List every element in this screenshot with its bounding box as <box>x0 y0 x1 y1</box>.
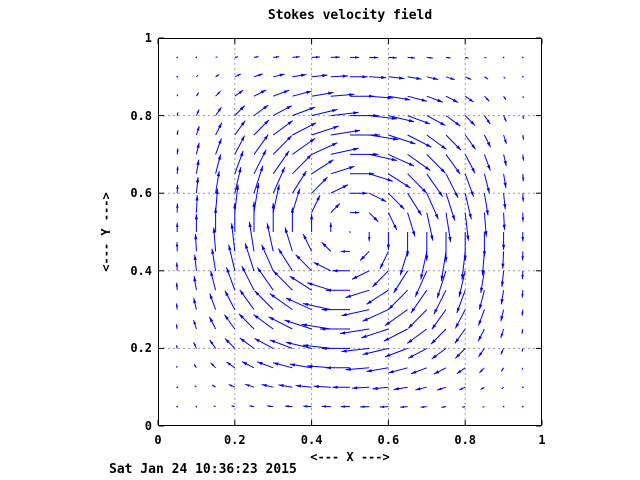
x-tick-label: 1 <box>538 433 546 447</box>
x-tick-label: 0 <box>154 433 162 447</box>
x-tick-label: 0.8 <box>454 433 477 447</box>
quiver-arrows <box>175 55 525 409</box>
x-tick-label: 0.6 <box>377 433 400 447</box>
y-tick-label: 0.8 <box>130 108 152 123</box>
y-tick-label: 0.2 <box>130 341 152 356</box>
vector-field-canvas <box>157 37 543 427</box>
x-tick-label: 0.2 <box>223 433 246 447</box>
y-tick-label: 0.4 <box>130 263 152 278</box>
plot-timestamp: Sat Jan 24 10:36:23 2015 <box>109 462 297 477</box>
plot-area <box>157 37 543 427</box>
y-tick-label: 0.6 <box>130 186 152 201</box>
y-tick-label: 0 <box>144 419 152 433</box>
y-tick-label: 1 <box>144 31 152 45</box>
chart-title: Stokes velocity field <box>267 8 433 23</box>
x-tick-label: 0.4 <box>300 433 323 447</box>
x-axis-label: <--- X ---> <box>310 450 390 464</box>
